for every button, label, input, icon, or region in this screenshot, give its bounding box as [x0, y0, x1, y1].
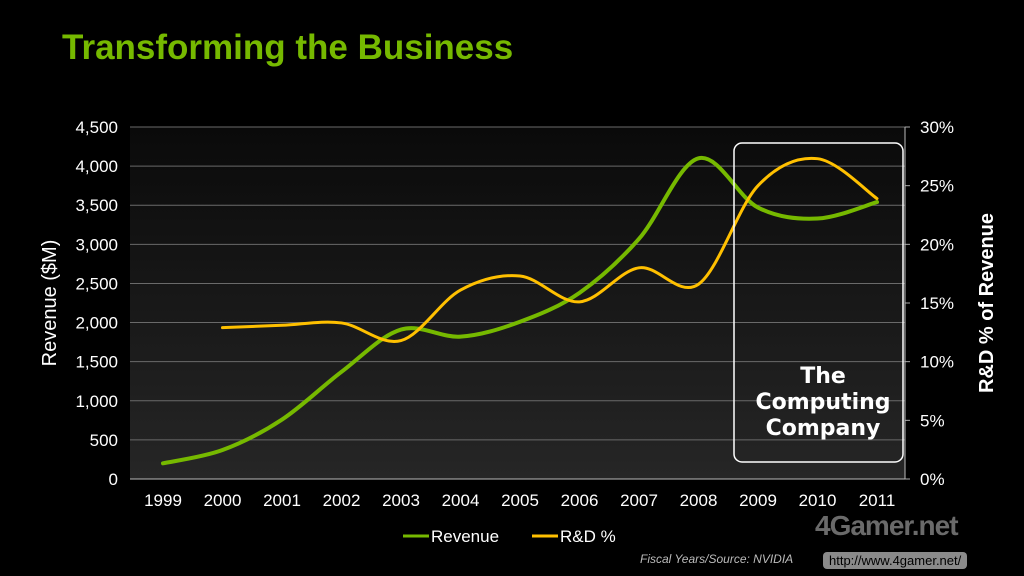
watermark-url: http://www.4gamer.net/: [823, 552, 968, 569]
y2-tick-label: 15%: [920, 294, 954, 313]
y2-axis-title: R&D % of Revenue: [976, 213, 998, 393]
y-tick-label: 2,500: [75, 274, 118, 293]
y2-tick-label: 25%: [920, 177, 954, 196]
x-tick-label: 2006: [561, 491, 599, 510]
legend-label: R&D %: [560, 527, 616, 546]
annotation-text: Computing: [755, 390, 890, 415]
y2-tick-label: 30%: [920, 118, 954, 137]
y-tick-label: 500: [90, 431, 118, 450]
x-tick-label: 2001: [263, 491, 301, 510]
y2-tick-label: 0%: [920, 470, 945, 489]
x-tick-label: 2002: [323, 491, 361, 510]
annotation-text: The: [800, 364, 846, 389]
y-tick-label: 2,000: [75, 314, 118, 333]
y-tick-label: 4,000: [75, 157, 118, 176]
x-tick-label: 2003: [382, 491, 420, 510]
y-tick-label: 1,000: [75, 392, 118, 411]
y-tick-label: 4,500: [75, 118, 118, 137]
y-tick-label: 3,000: [75, 235, 118, 254]
y2-tick-label: 10%: [920, 353, 954, 372]
y2-tick-label: 5%: [920, 411, 945, 430]
y-tick-label: 0: [109, 470, 118, 489]
plot-area: [130, 127, 905, 479]
footnote: Fiscal Years/Source: NVIDIA: [640, 552, 794, 566]
x-tick-label: 2010: [799, 491, 837, 510]
watermark-logo: 4Gamer.net: [815, 510, 959, 541]
slide-title: Transforming the Business: [62, 28, 514, 67]
annotation-text: Company: [766, 416, 881, 441]
x-tick-label: 2008: [680, 491, 718, 510]
x-tick-label: 2000: [204, 491, 242, 510]
x-tick-label: 2004: [442, 491, 480, 510]
legend-label: Revenue: [431, 527, 499, 546]
x-tick-label: 2005: [501, 491, 539, 510]
y2-tick-label: 20%: [920, 235, 954, 254]
y-tick-label: 3,500: [75, 196, 118, 215]
x-tick-label: 1999: [144, 491, 182, 510]
x-tick-label: 2007: [620, 491, 658, 510]
x-tick-label: 2011: [859, 491, 896, 510]
annotation-box: [733, 142, 904, 463]
y-tick-label: 1,500: [75, 353, 118, 372]
y-axis-title: Revenue ($M): [39, 240, 61, 367]
x-tick-label: 2009: [739, 491, 777, 510]
